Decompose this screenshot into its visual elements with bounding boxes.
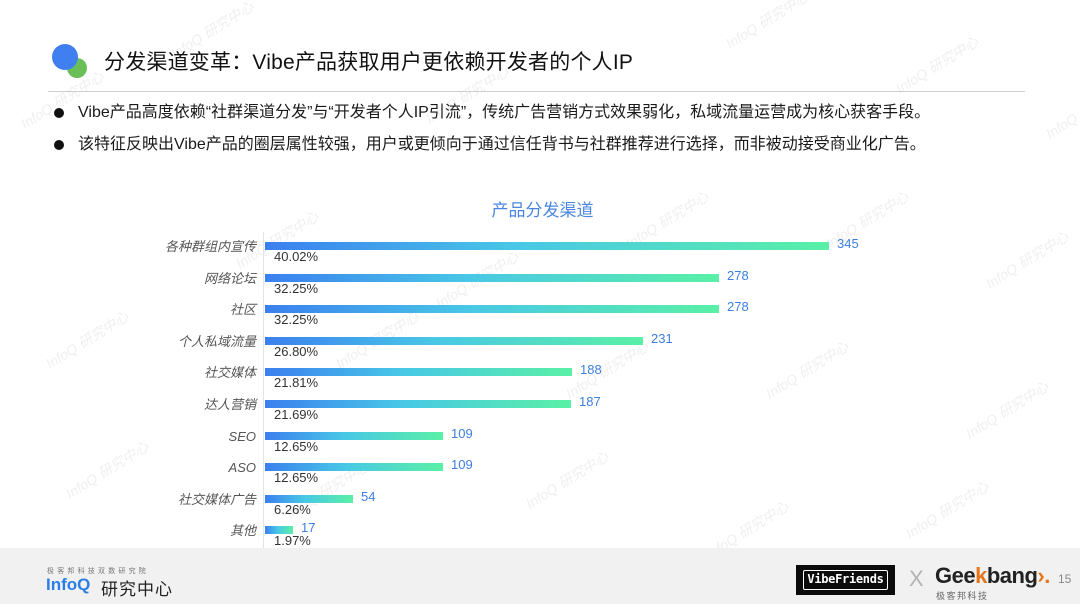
page-title: 分发渠道变革：Vibe产品获取用户更依赖开发者的个人IP xyxy=(104,51,634,74)
bar-row: SEO 109 12.65% xyxy=(0,426,1080,462)
category-label: 其他 xyxy=(229,523,256,539)
geekbang-subtitle: 极客邦科技 xyxy=(936,591,989,601)
category-label: 各种群组内宣传 xyxy=(164,239,256,254)
bullet-dot-icon xyxy=(54,108,64,118)
chart-title: 产品分发渠道 xyxy=(491,201,594,220)
vibefriends-logo-text: VibeFriends xyxy=(803,570,888,590)
value-label: 17 xyxy=(301,520,316,536)
category-label: 社区 xyxy=(229,302,256,318)
bar xyxy=(265,336,643,345)
y-axis-line xyxy=(263,232,264,548)
watermark-text: InfoQ 研究中心 xyxy=(722,0,812,52)
bar xyxy=(265,431,443,440)
infoq-tagline: 极客邦科技双数研究院 xyxy=(47,568,149,575)
value-label: 187 xyxy=(579,394,601,409)
value-label: 278 xyxy=(727,299,749,315)
bar-row: 达人营销 187 21.69% xyxy=(0,394,1080,430)
bullet-list: Vibe产品高度依赖“社群渠道分发”与“开发者个人IP引流”，传统广告营销方式效… xyxy=(50,99,1035,163)
geekbang-logo-part: bang xyxy=(986,563,1038,588)
footer-band xyxy=(0,548,1080,604)
bar-row: 其他 17 1.97% xyxy=(0,520,1080,556)
page-number: 15 xyxy=(1058,572,1072,586)
category-label: ASO xyxy=(228,460,256,476)
value-label: 231 xyxy=(651,330,673,346)
bar-row: 各种群组内宣传 345 40.02% xyxy=(0,236,1080,272)
bar-row: ASO 109 12.65% xyxy=(0,457,1080,493)
category-label: 达人营销 xyxy=(203,397,256,412)
percentage-label: 6.26% xyxy=(274,501,311,517)
category-label: 网络论坛 xyxy=(203,270,256,286)
bullet-item: Vibe产品高度依赖“社群渠道分发”与“开发者个人IP引流”，传统广告营销方式效… xyxy=(50,99,1035,127)
category-label: 社交媒体广告 xyxy=(177,491,256,507)
geekbang-logo-k: k xyxy=(975,563,987,588)
percentage-label: 21.69% xyxy=(274,407,319,422)
value-label: 188 xyxy=(580,362,602,378)
bullet-text: 该特征反映出Vibe产品的圈层属性较强，用户或更倾向于通过信任背书与社群推荐进行… xyxy=(78,136,926,153)
watermark-text: InfoQ 研究中心 xyxy=(1042,78,1080,142)
percentage-label: 26.80% xyxy=(274,343,319,359)
bar xyxy=(265,400,571,408)
geekbang-arrow-icon: ›. xyxy=(1037,563,1050,588)
percentage-label: 12.65% xyxy=(274,438,319,454)
value-label: 109 xyxy=(451,457,473,473)
percentage-label: 32.25% xyxy=(274,312,319,328)
bar xyxy=(265,494,353,503)
bar xyxy=(265,463,443,472)
bar xyxy=(265,526,293,535)
bullet-text: Vibe产品高度依赖“社群渠道分发”与“开发者个人IP引流”，传统广告营销方式效… xyxy=(78,104,931,121)
bar xyxy=(265,273,719,282)
percentage-label: 40.02% xyxy=(274,249,319,264)
watermark-text: InfoQ 研究中心 xyxy=(892,33,982,97)
percentage-label: 32.25% xyxy=(274,280,319,296)
vibefriends-logo: VibeFriends xyxy=(796,565,895,595)
percentage-label: 12.65% xyxy=(274,470,319,486)
infoq-logo: InfoQ xyxy=(46,575,91,594)
percentage-label: 1.97% xyxy=(274,533,311,549)
bar-row: 社区 278 32.25% xyxy=(0,299,1080,335)
bullet-item: 该特征反映出Vibe产品的圈层属性较强，用户或更倾向于通过信任背书与社群推荐进行… xyxy=(50,131,1035,159)
title-divider xyxy=(48,91,1025,92)
bar-row: 社交媒体 188 21.81% xyxy=(0,362,1080,398)
category-label: 社交媒体 xyxy=(203,365,256,381)
bar xyxy=(265,368,572,377)
geekbang-logo-part: Gee xyxy=(935,563,976,588)
category-label: 个人私域流量 xyxy=(177,333,256,349)
blue-circle-icon xyxy=(52,44,78,70)
bullet-dot-icon xyxy=(54,140,64,150)
value-label: 278 xyxy=(727,267,749,283)
collaboration-x-mark: X xyxy=(909,566,924,591)
bar-row: 社交媒体广告 54 6.26% xyxy=(0,489,1080,525)
percentage-label: 21.81% xyxy=(274,375,319,391)
two-circles-icon xyxy=(52,44,92,80)
infoq-research-center-label: 研究中心 xyxy=(101,580,173,599)
value-label: 109 xyxy=(451,425,473,441)
geekbang-logo: Geekbang›. xyxy=(935,563,1050,589)
value-label: 345 xyxy=(837,236,859,251)
bar xyxy=(265,305,719,314)
bar-row: 网络论坛 278 32.25% xyxy=(0,268,1080,304)
bar-row: 个人私域流量 231 26.80% xyxy=(0,331,1080,367)
bar xyxy=(265,242,829,250)
value-label: 54 xyxy=(361,488,376,504)
category-label: SEO xyxy=(228,428,256,444)
